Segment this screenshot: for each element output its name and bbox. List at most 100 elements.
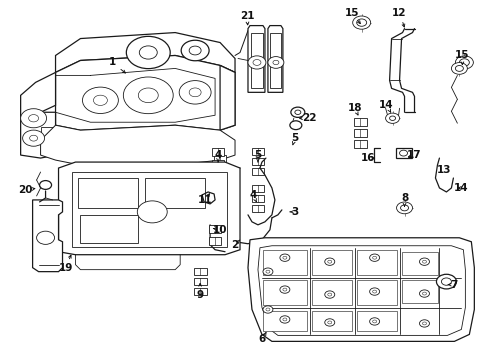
Bar [81,215,138,243]
Circle shape [265,308,269,311]
Text: 3: 3 [291,207,298,217]
Polygon shape [41,125,235,165]
Circle shape [290,107,304,117]
Circle shape [123,77,173,114]
Circle shape [263,306,272,313]
Circle shape [279,254,289,261]
Circle shape [93,95,107,105]
Circle shape [396,202,412,214]
Polygon shape [247,26,264,92]
Bar [145,178,204,208]
Circle shape [419,290,428,297]
Bar [269,32,280,88]
Circle shape [289,121,301,130]
Circle shape [327,260,331,263]
Polygon shape [56,55,235,130]
Circle shape [179,81,211,104]
Circle shape [283,318,286,321]
Circle shape [419,258,428,265]
Text: 10: 10 [212,225,227,235]
Bar [194,278,207,285]
Circle shape [450,63,467,74]
Text: 15: 15 [344,8,358,18]
Circle shape [419,320,428,327]
Polygon shape [20,112,56,158]
Text: 7: 7 [450,280,457,289]
Bar [251,168,264,175]
Circle shape [441,278,450,285]
Circle shape [189,88,201,97]
Circle shape [422,322,426,325]
Bar [209,225,221,233]
Bar [251,158,264,165]
Circle shape [399,150,407,156]
Bar [263,311,306,332]
Circle shape [82,87,118,113]
Circle shape [352,16,370,29]
Circle shape [29,114,39,122]
Circle shape [324,291,334,298]
Text: 5: 5 [291,133,298,143]
Bar [250,32,263,88]
Text: 8: 8 [400,193,407,203]
Circle shape [252,59,261,66]
Circle shape [324,258,334,265]
Circle shape [458,59,468,66]
Circle shape [422,260,426,263]
Bar [353,140,366,148]
Bar [194,268,207,275]
Circle shape [30,135,38,141]
Circle shape [283,256,286,259]
Bar [263,280,306,305]
Circle shape [181,40,209,61]
Circle shape [267,57,284,68]
Polygon shape [247,238,473,341]
Text: 11: 11 [198,195,212,205]
Text: 6: 6 [258,334,265,345]
Bar [356,250,396,275]
Circle shape [283,288,286,291]
Bar [214,175,225,182]
Bar [263,250,306,275]
Bar [212,148,224,156]
Polygon shape [267,26,283,92]
Text: 17: 17 [407,150,421,160]
Text: 14: 14 [453,183,468,193]
Circle shape [20,109,46,128]
Text: 20: 20 [19,185,33,195]
Polygon shape [56,32,235,72]
Bar [78,178,138,208]
Bar [401,280,438,302]
Bar [251,148,264,155]
Bar [353,118,366,126]
Circle shape [422,292,426,295]
Circle shape [263,268,272,275]
Circle shape [138,88,158,103]
Text: 15: 15 [454,50,468,60]
Circle shape [137,201,167,223]
Bar [356,280,396,305]
Circle shape [37,231,55,244]
Circle shape [327,293,331,296]
Circle shape [372,256,376,259]
Circle shape [22,130,44,146]
Circle shape [265,270,269,273]
Circle shape [389,116,395,121]
Text: 4: 4 [249,190,256,200]
Bar [212,160,224,168]
Circle shape [369,318,379,325]
Circle shape [454,56,472,69]
Bar [214,165,225,172]
Bar [251,205,264,212]
Circle shape [356,19,366,26]
Text: 1: 1 [108,58,116,67]
Bar [356,311,396,332]
Bar [194,288,207,294]
Text: 19: 19 [58,263,73,273]
Bar [311,250,351,275]
Polygon shape [220,66,235,130]
Circle shape [279,316,289,323]
Circle shape [369,254,379,261]
Bar [251,185,264,192]
Text: 12: 12 [391,8,406,18]
